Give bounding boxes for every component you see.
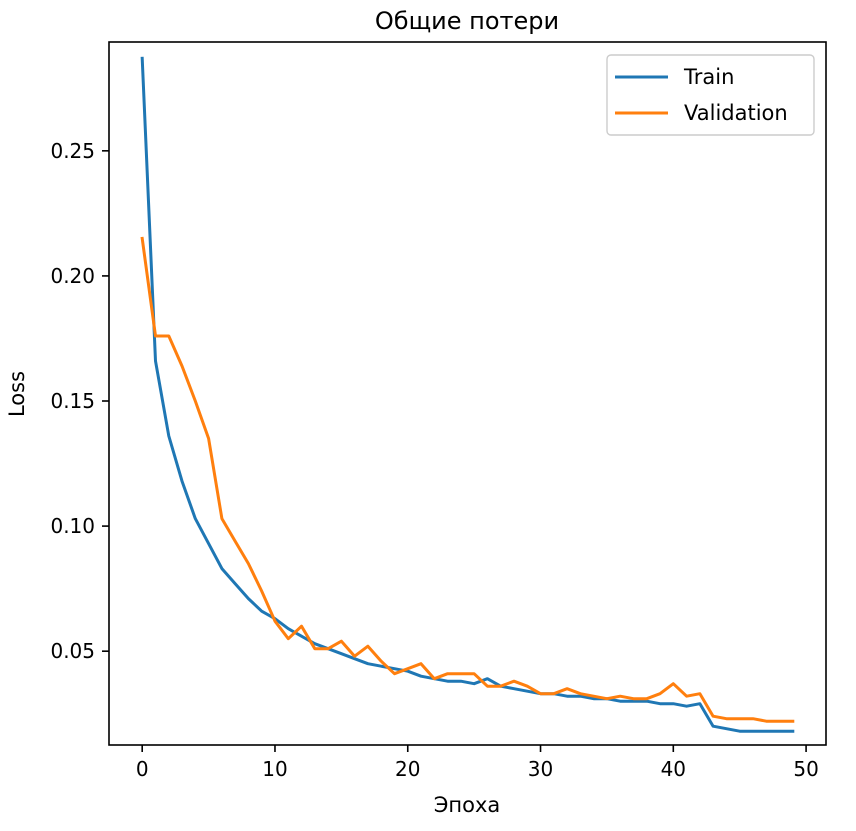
x-tick-label: 10: [262, 757, 287, 781]
x-tick-label: 40: [661, 757, 686, 781]
x-ticks: 0 10 20 30 40 50: [136, 745, 819, 781]
plot-frame: [108, 41, 827, 746]
x-tick-label: 20: [395, 757, 420, 781]
legend: Train Validation: [606, 54, 815, 136]
y-tick-label: 0.15: [50, 389, 95, 413]
y-tick-label: 0.10: [50, 514, 95, 538]
series-line-train: [140, 56, 795, 733]
x-tick-label: 50: [793, 757, 818, 781]
legend-box: [606, 54, 815, 136]
x-tick-label: 0: [136, 757, 149, 781]
series-line-validation: [140, 236, 795, 723]
y-axis-title: Loss: [5, 371, 29, 417]
y-ticks: 0.05 0.10 0.15 0.20 0.25: [50, 139, 109, 663]
x-tick-label: 30: [528, 757, 553, 781]
legend-label-validation: Validation: [684, 101, 788, 125]
series-layer: [140, 56, 795, 733]
x-axis-title: Эпоха: [434, 793, 501, 817]
legend-label-train: Train: [683, 65, 734, 89]
y-tick-label: 0.05: [50, 639, 95, 663]
y-tick-label: 0.25: [50, 139, 95, 163]
y-tick-label: 0.20: [50, 264, 95, 288]
chart-title: Общие потери: [375, 7, 559, 35]
